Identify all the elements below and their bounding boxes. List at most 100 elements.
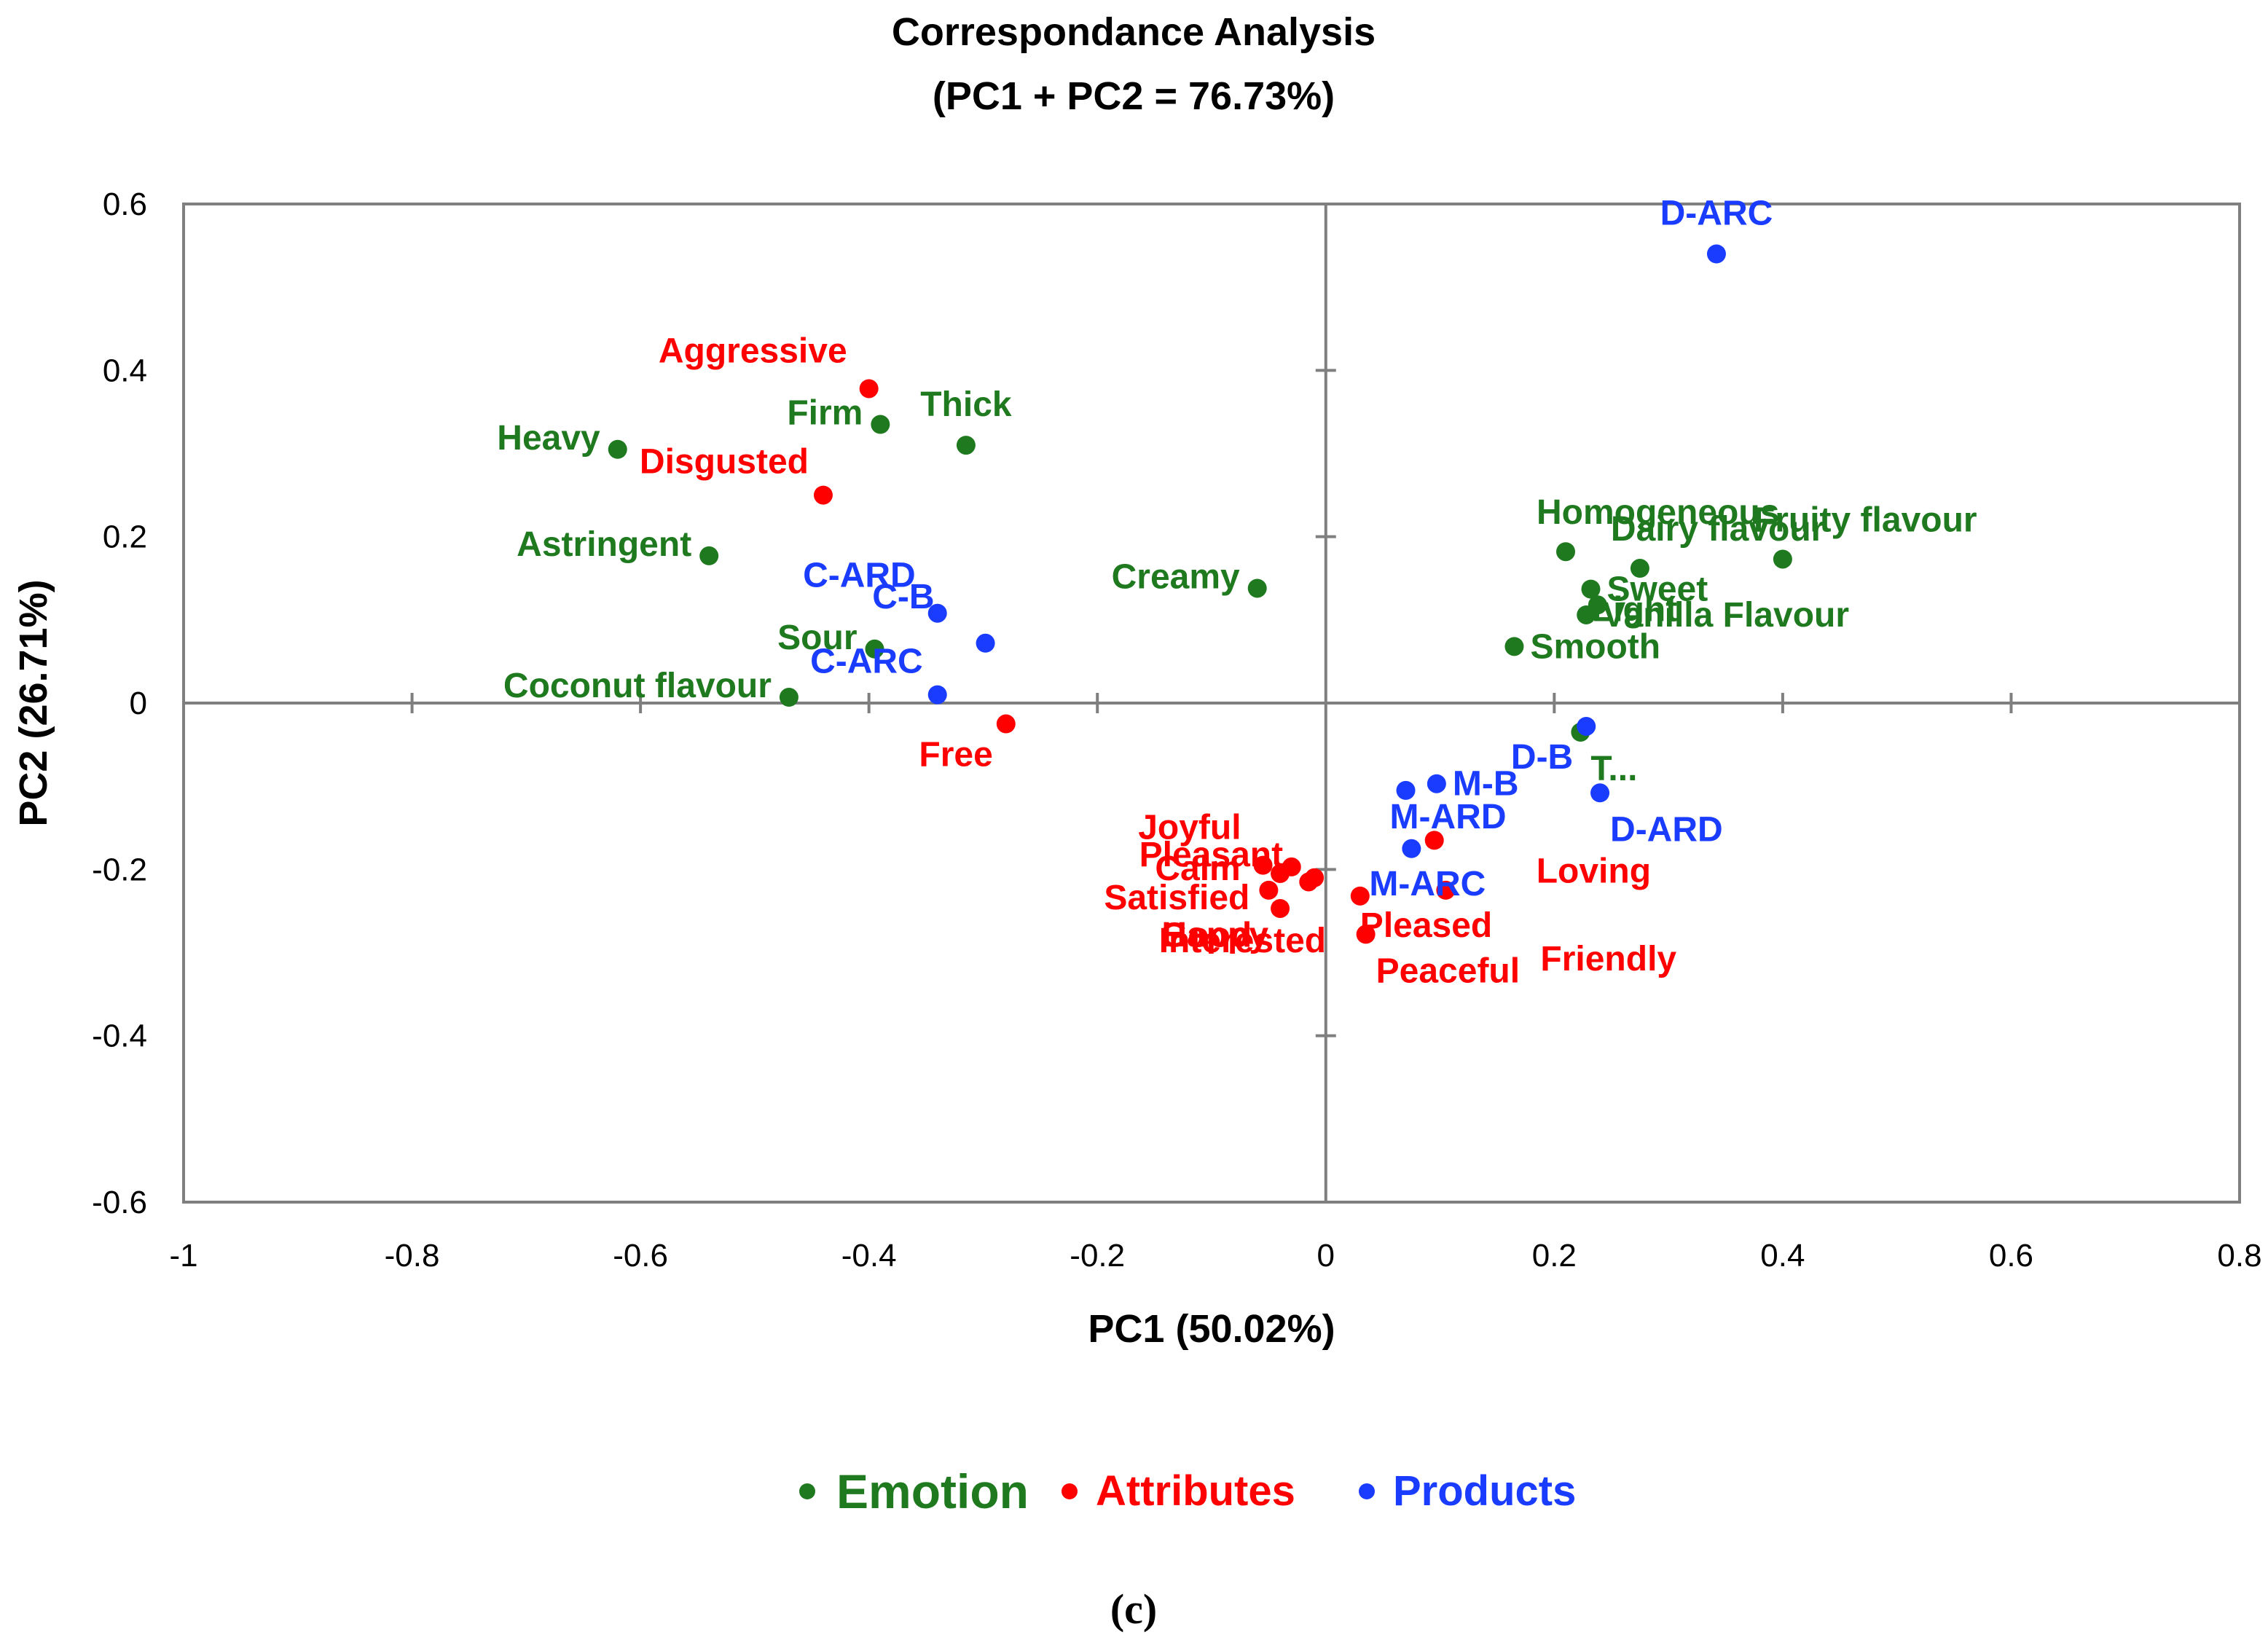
y-tick-label: -0.6	[92, 1185, 147, 1220]
products-label-d-ard: D-ARD	[1610, 810, 1723, 849]
attributes-point-loving	[1424, 831, 1444, 850]
emotion-point-creamy	[1247, 578, 1267, 598]
products-point-d-b	[1577, 716, 1596, 736]
products-label-m-arc: M-ARC	[1369, 865, 1486, 903]
emotion-label-heavy: Heavy	[497, 419, 600, 458]
products-label-m-ard: M-ARD	[1390, 798, 1507, 836]
products-point-c-b	[976, 633, 995, 653]
attributes-label-disgusted: Disgusted	[640, 443, 809, 482]
legend-marker-emotion	[799, 1483, 815, 1499]
products-point-m-b	[1427, 774, 1446, 793]
attributes-label-calm: Calm	[1155, 849, 1240, 888]
emotion-label-coconut-flavour: Coconut flavour	[503, 667, 772, 705]
y-tick-label: -0.2	[92, 852, 147, 887]
emotion-label-fruity-flavour: Fruity flavour	[1754, 501, 1977, 539]
legend-marker-products	[1359, 1483, 1375, 1499]
attributes-label-pleased: Pleased	[1360, 906, 1492, 945]
attributes-label-peaceful: Peaceful	[1376, 951, 1520, 990]
products-point-m-arc	[1402, 839, 1421, 858]
emotion-point-astringent	[699, 546, 719, 565]
attributes-point-free	[996, 714, 1016, 734]
emotion-point-dairy-flavour	[1630, 559, 1649, 578]
y-axis-title: PC2 (26.71%)	[12, 579, 55, 826]
emotion-label-creamy: Creamy	[1112, 557, 1240, 596]
attributes-label-interested: Interested	[1159, 922, 1326, 960]
attributes-point-happy	[1271, 898, 1290, 918]
x-tick-label: -0.2	[1070, 1238, 1125, 1274]
x-tick-label: -0.6	[613, 1238, 668, 1274]
attributes-point-calm	[1282, 857, 1301, 876]
emotion-point-vanilla-flavour	[1577, 605, 1596, 624]
attributes-label-joyful: Joyful	[1138, 809, 1241, 847]
axes	[184, 204, 2240, 1202]
products-label-c-b: C-B	[872, 578, 934, 616]
legend-marker-attributes	[1062, 1483, 1078, 1499]
x-tick-label: -0.4	[841, 1238, 897, 1274]
attributes-label-happy: Happy	[1161, 916, 1268, 954]
attributes-point-interested	[1305, 868, 1325, 887]
attributes-point-peaceful	[1356, 925, 1376, 944]
emotion-label-firm: Firm	[787, 394, 863, 433]
x-tick-label: 0.2	[1532, 1238, 1577, 1274]
products-label-d-arc: D-ARC	[1660, 195, 1773, 233]
emotion-label-astringent: Astringent	[517, 525, 691, 564]
attributes-label-free: Free	[919, 736, 992, 774]
products-point-c-ard	[927, 603, 947, 623]
emotion-label-sour: Sour	[777, 619, 857, 657]
emotion-point-coconut-flavour	[779, 688, 798, 707]
data-points	[608, 244, 1792, 944]
y-tick-label: 0.4	[103, 353, 147, 388]
legend-label-emotion: Emotion	[836, 1464, 1029, 1518]
emotion-point-sweet	[1581, 579, 1601, 599]
products-point-m-ard	[1396, 780, 1416, 800]
x-tick-label: -0.8	[385, 1238, 440, 1274]
legend-label-attributes: Attributes	[1096, 1467, 1295, 1515]
emotion-label-thick: Thick	[920, 385, 1012, 424]
chart-title: Correspondance Analysis	[892, 10, 1376, 54]
products-label-c-ard: C-ARD	[803, 557, 916, 595]
products-point-d-ard	[1590, 783, 1610, 803]
emotion-point-sour	[865, 639, 884, 659]
x-axis-title: PC1 (50.02%)	[1088, 1307, 1335, 1351]
attributes-point-joyful	[1253, 855, 1273, 875]
emotion-point-firm	[871, 415, 890, 434]
emotion-point-heavy	[608, 439, 627, 459]
emotion-label-smooth: Smooth	[1530, 627, 1660, 666]
y-tick-label: -0.4	[92, 1019, 147, 1054]
y-tick-label: 0.2	[103, 519, 147, 555]
legend: Emotion Attributes Products	[799, 1464, 1576, 1518]
attributes-label-aggressive: Aggressive	[659, 331, 847, 370]
y-tick-label: 0	[130, 686, 147, 721]
attributes-point-pleased	[1350, 886, 1370, 906]
x-tick-labels: -1 -0.8 -0.6 -0.4 -0.2 0 0.2 0.4 0.6 0.8	[169, 1238, 2261, 1274]
attributes-label-satisfied: Satisfied	[1104, 879, 1249, 917]
emotion-point-smooth	[1504, 637, 1524, 656]
emotion-label-vanilla-flavour: Vanilla Flavour	[1602, 596, 1849, 635]
attributes-point-friendly	[1436, 880, 1456, 900]
emotion-label-t: T...	[1590, 750, 1637, 788]
products-point-c-arc	[927, 685, 947, 705]
attributes-point-aggressive	[859, 379, 879, 399]
emotion-label-dairy-flavour: Dairy flavour	[1611, 510, 1824, 549]
x-tick-label: 0	[1317, 1238, 1335, 1274]
x-tick-label: -1	[169, 1238, 197, 1274]
emotion-label-homogeneous: Homogeneous	[1537, 493, 1779, 532]
figure-caption: (c)	[1110, 1585, 1157, 1633]
y-tick-labels: 0.6 0.4 0.2 0 -0.2 -0.4 -0.6	[92, 187, 147, 1220]
emotion-point-fruity-flavour	[1773, 549, 1792, 569]
emotion-point-homogeneous	[1556, 542, 1576, 562]
products-label-m-b: M-B	[1453, 765, 1519, 804]
products-point-d-arc	[1706, 244, 1726, 264]
products-label-c-arc: C-ARC	[810, 643, 923, 681]
emotion-point-thick	[956, 436, 976, 455]
emotion-label-light: Light	[1592, 590, 1677, 629]
attributes-label-friendly: Friendly	[1540, 940, 1676, 978]
y-tick-label: 0.6	[103, 187, 147, 222]
x-tick-label: 0.4	[1760, 1238, 1805, 1274]
x-tick-label: 0.8	[2217, 1238, 2261, 1274]
attributes-point-satisfied	[1259, 880, 1279, 900]
attributes-label-pleasant: Pleasant	[1139, 836, 1283, 874]
attributes-label-good: Good	[1161, 916, 1252, 954]
